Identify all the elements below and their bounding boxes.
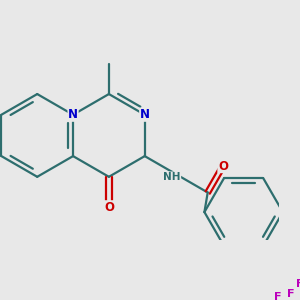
Text: F: F [296, 279, 300, 289]
Text: F: F [274, 292, 282, 300]
Text: O: O [218, 160, 228, 172]
Text: N: N [68, 108, 78, 121]
Text: N: N [140, 108, 150, 121]
Text: O: O [104, 201, 114, 214]
Text: F: F [287, 289, 295, 299]
Text: NH: NH [163, 172, 181, 182]
